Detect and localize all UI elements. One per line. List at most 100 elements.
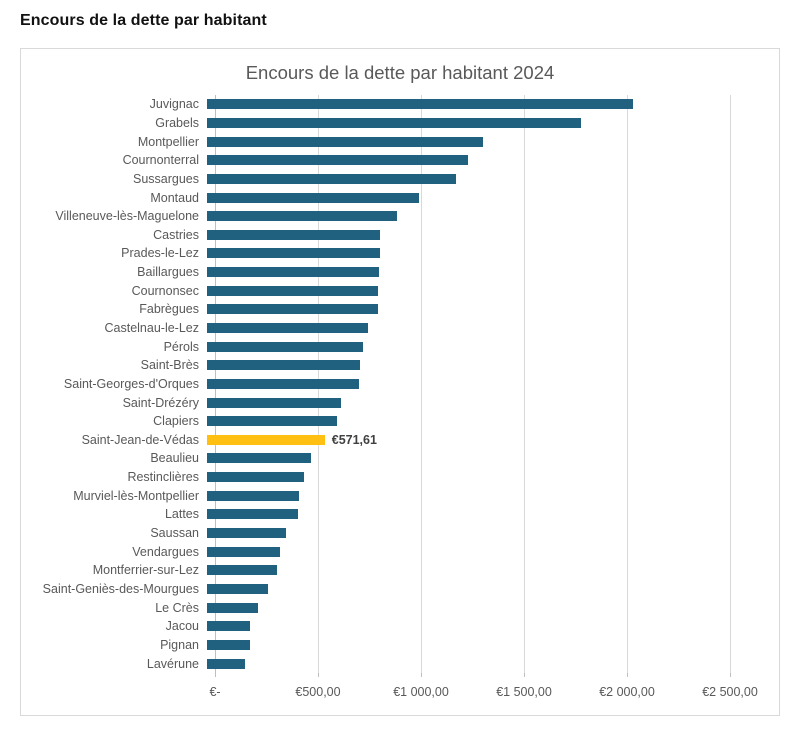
axis-tick xyxy=(627,673,628,677)
bar-row: Beaulieu xyxy=(21,449,779,468)
category-label: Juvignac xyxy=(149,97,199,112)
bar-row: Castelnau-le-Lez xyxy=(21,319,779,338)
category-label: Saint-Georges-d'Orques xyxy=(63,376,199,391)
bar-track xyxy=(207,300,779,319)
bar-track xyxy=(207,132,779,151)
bar-row: Grabels xyxy=(21,114,779,133)
bar-row: Jacou xyxy=(21,617,779,636)
bar xyxy=(207,583,268,594)
bar xyxy=(207,621,251,632)
bar-track xyxy=(207,449,779,468)
bar-row: Montaud xyxy=(21,188,779,207)
bar-track xyxy=(207,375,779,394)
highlight-bar xyxy=(207,434,325,445)
bar-row: Saint-Geniès-des-Mourgues xyxy=(21,580,779,599)
category-label: Jacou xyxy=(165,619,199,634)
bar-track xyxy=(207,486,779,505)
bar xyxy=(207,472,304,483)
category-label: Le Crès xyxy=(155,600,199,615)
bar-row: Saint-Jean-de-Védas €571,61 xyxy=(21,431,779,450)
gridline xyxy=(627,95,628,673)
bar-row: Le Crès xyxy=(21,598,779,617)
bar-track xyxy=(207,263,779,282)
bar-row: Restinclières xyxy=(21,468,779,487)
plot-rows: Juvignac Grabels Montpellier Cournonterral S… xyxy=(21,95,779,673)
bar-track: €571,61 xyxy=(207,431,779,450)
bar xyxy=(207,136,484,147)
bar xyxy=(207,378,360,389)
gridline xyxy=(421,95,422,673)
gridline xyxy=(730,95,731,673)
category-label: Saint-Jean-de-Védas xyxy=(81,432,199,447)
bar xyxy=(207,267,379,278)
x-axis-label: €2 500,00 xyxy=(702,685,758,699)
bar xyxy=(207,304,378,315)
category-label: Baillargues xyxy=(137,265,199,280)
bar-track xyxy=(207,281,779,300)
axis-tick xyxy=(524,673,525,677)
bar xyxy=(207,639,250,650)
value-label: €571,61 xyxy=(331,432,377,447)
bar xyxy=(207,658,246,669)
bar-row: Castries xyxy=(21,225,779,244)
bar-row: Pérols xyxy=(21,337,779,356)
bar xyxy=(207,565,278,576)
axis-tick xyxy=(421,673,422,677)
bar-row: Pignan xyxy=(21,636,779,655)
bar xyxy=(207,155,468,166)
bar xyxy=(207,323,368,333)
category-label: Saint-Drézéry xyxy=(122,395,199,410)
bar-row: Villeneuve-lès-Maguelone xyxy=(21,207,779,226)
category-label: Murviel-lès-Montpellier xyxy=(73,488,199,503)
category-label: Pérols xyxy=(163,339,199,354)
bar-row: Fabrègues xyxy=(21,300,779,319)
category-label: Sussargues xyxy=(132,171,199,186)
bar-row: Baillargues xyxy=(21,263,779,282)
axis-tick xyxy=(215,673,216,677)
category-label: Castelnau-le-Lez xyxy=(104,321,200,335)
bar-track xyxy=(207,337,779,356)
category-label: Saussan xyxy=(150,526,199,541)
bar-track xyxy=(207,580,779,599)
category-label: Beaulieu xyxy=(150,451,199,466)
bar-track xyxy=(207,170,779,189)
bar-track xyxy=(207,95,779,114)
category-label: Saint-Brès xyxy=(140,358,199,373)
bar-track xyxy=(207,356,779,375)
bar-track xyxy=(207,654,779,673)
bar xyxy=(207,117,581,128)
bar-chart: Juvignac Grabels Montpellier Cournonterral S… xyxy=(21,95,779,677)
bar-row: Juvignac xyxy=(21,95,779,114)
bar-track xyxy=(207,524,779,543)
bar-track xyxy=(207,542,779,561)
bar-track xyxy=(207,617,779,636)
category-label: Restinclières xyxy=(127,470,199,485)
bar xyxy=(207,192,420,203)
bar-track xyxy=(207,505,779,524)
page-title: Encours de la dette par habitant xyxy=(20,12,267,29)
bar-track xyxy=(207,412,779,431)
bar-row: Montpellier xyxy=(21,132,779,151)
bar xyxy=(207,173,457,184)
bar-track xyxy=(207,468,779,487)
category-label: Montferrier-sur-Lez xyxy=(92,563,199,578)
x-axis-label: €1 000,00 xyxy=(393,685,449,699)
gridline xyxy=(524,95,525,673)
bar-row: Cournonterral xyxy=(21,151,779,170)
bar-row: Saint-Drézéry xyxy=(21,393,779,412)
bar-row: Montferrier-sur-Lez xyxy=(21,561,779,580)
bar-row: Clapiers xyxy=(21,412,779,431)
bar xyxy=(207,416,337,427)
bar-row: Vendargues xyxy=(21,542,779,561)
category-label: Villeneuve-lès-Maguelone xyxy=(55,209,199,224)
bar xyxy=(207,509,299,520)
category-label: Cournonsec xyxy=(131,283,199,298)
x-axis: €- €500,00 €1 000,00 €1 500,00 €2 000,00 €2 5… xyxy=(21,679,779,709)
bar xyxy=(207,99,634,110)
bar xyxy=(207,490,299,501)
bar xyxy=(207,546,281,557)
category-label: Cournonterral xyxy=(122,153,199,168)
category-label: Lavérune xyxy=(146,656,199,671)
bar-row: Lavérune xyxy=(21,654,779,673)
axis-tick xyxy=(730,673,731,677)
